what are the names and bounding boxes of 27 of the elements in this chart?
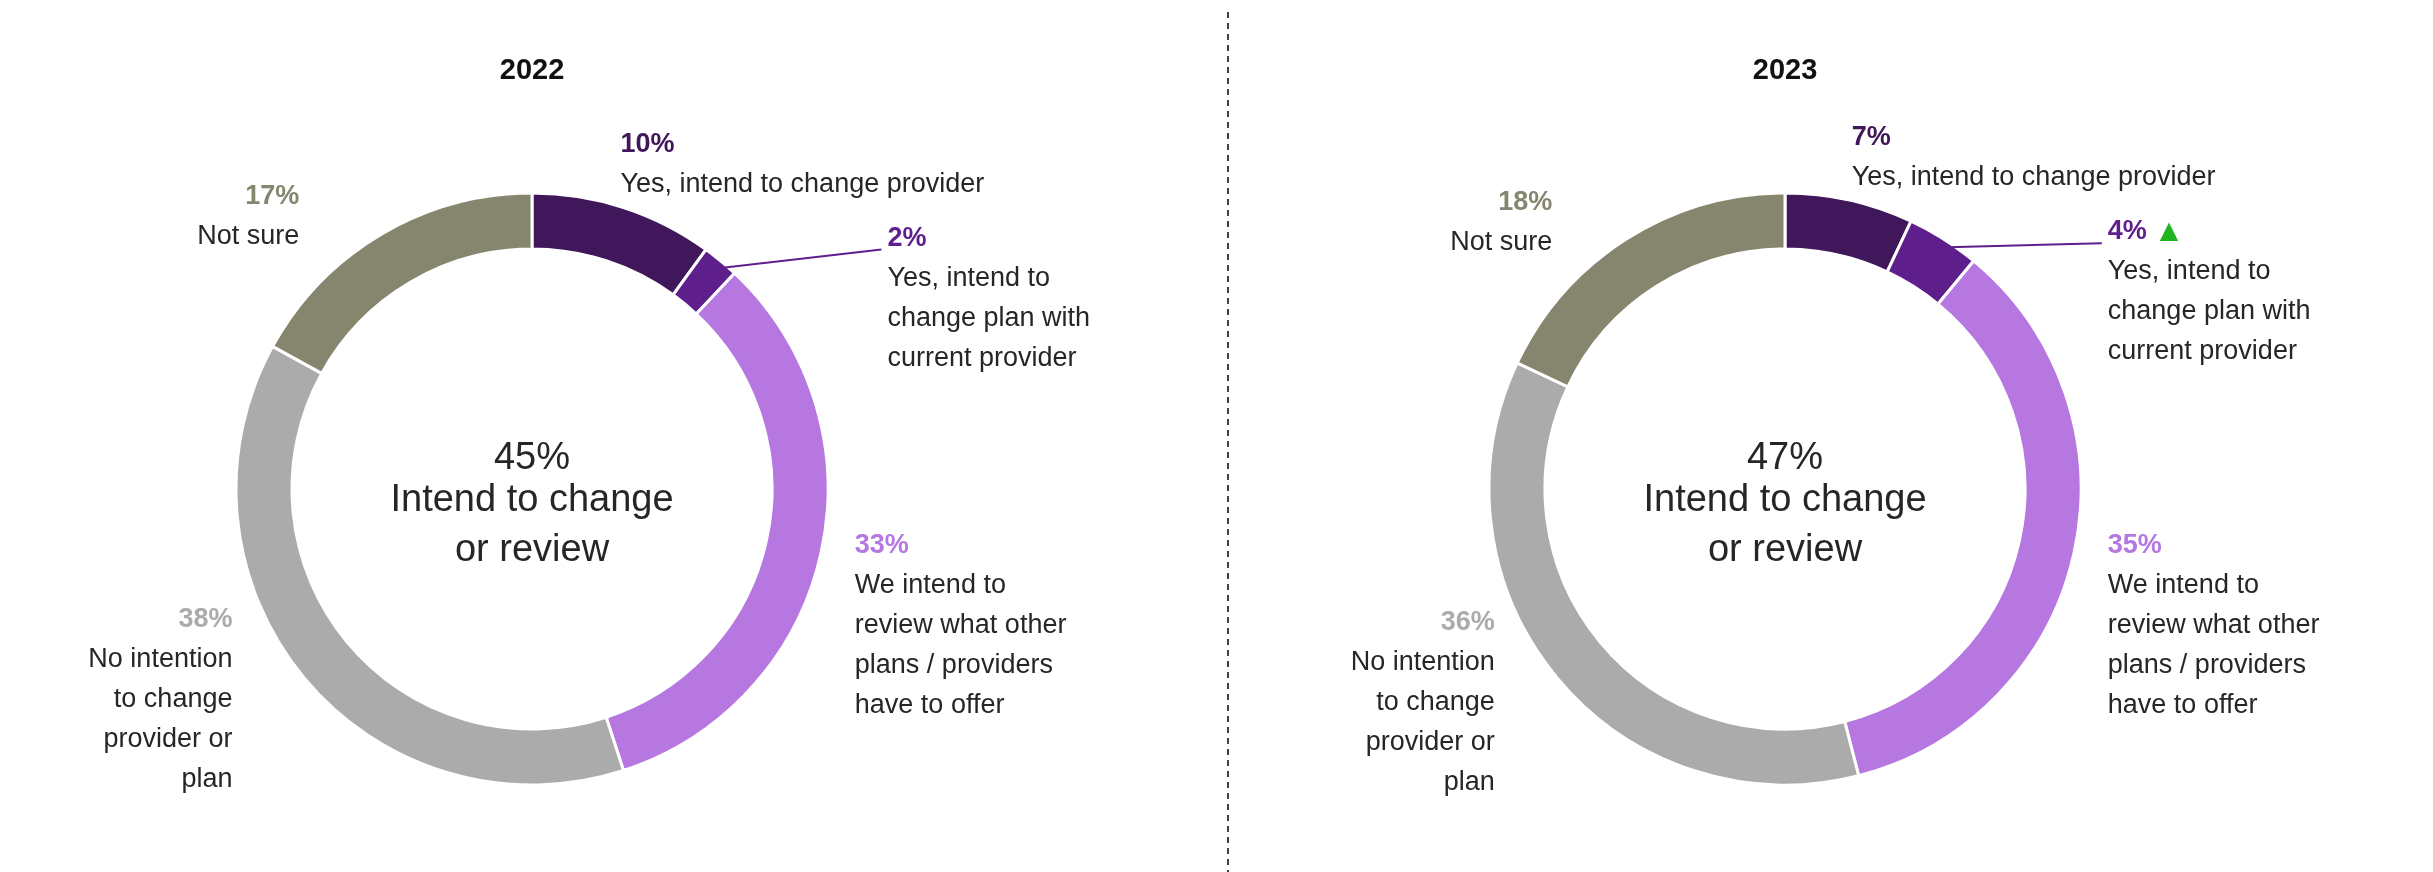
slice-label: Yes, intend to change plan with current provider xyxy=(2107,255,2311,366)
slice-label: Yes, intend to change provider xyxy=(620,168,985,199)
slice-label: Yes, intend to change plan with current provider xyxy=(887,261,1091,372)
data-label: 18% xyxy=(1498,185,1553,216)
data-label: 10% xyxy=(620,128,675,159)
text: Intend to change or review xyxy=(390,477,674,569)
slice-label: No intention to change provider or plan xyxy=(88,643,233,794)
data-label: 2% xyxy=(887,221,927,252)
slice-label: Yes, intend to change provider xyxy=(1851,160,2216,191)
slice-label: Not sure xyxy=(197,219,300,250)
slice-label: We intend to review what other plans / providers have to offer xyxy=(854,568,1067,719)
slice-label: No intention to change provider or plan xyxy=(1350,646,1495,797)
chart-title: 2022 xyxy=(499,53,565,85)
text: 47% xyxy=(1746,435,1824,477)
text: 45% xyxy=(493,435,571,477)
slice-label: We intend to review what other plans / providers have to offer xyxy=(2107,568,2320,719)
data-label: 17% xyxy=(245,179,300,210)
data-label: 38% xyxy=(178,603,233,634)
data-label: 7% xyxy=(1851,120,1891,151)
chart-title: 2023 xyxy=(1752,53,1818,85)
data-label: 35% xyxy=(2107,528,2162,559)
data-label: 4% xyxy=(2107,215,2147,246)
slice-label: Not sure xyxy=(1450,225,1553,256)
data-label: 33% xyxy=(854,528,909,559)
data-label: 36% xyxy=(1440,606,1495,637)
text: Intend to change or review xyxy=(1643,477,1927,569)
text: ▲ xyxy=(2159,216,2179,245)
